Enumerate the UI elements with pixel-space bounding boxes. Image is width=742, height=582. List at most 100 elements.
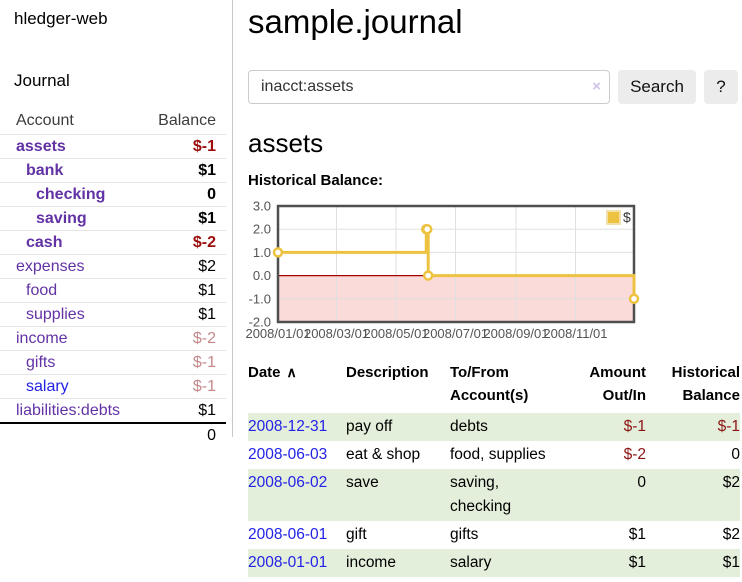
account-balance: $1 bbox=[198, 401, 216, 419]
account-balance: $-2 bbox=[192, 329, 216, 347]
transaction-date-link[interactable]: 2008-06-02 bbox=[248, 474, 328, 491]
main-content: sample.journal × Search ? assets Histori… bbox=[245, 0, 740, 577]
account-row: gifts $-1 bbox=[0, 350, 226, 374]
account-row: assets $-1 bbox=[0, 134, 226, 158]
account-balance: $-2 bbox=[192, 233, 216, 251]
search-input[interactable] bbox=[248, 70, 610, 104]
account-link-supplies[interactable]: supplies bbox=[26, 305, 85, 323]
transaction-balance: 0 bbox=[731, 446, 740, 463]
account-link-liabilities-debts[interactable]: liabilities:debts bbox=[16, 401, 121, 419]
transaction-accounts: saving, checking bbox=[450, 469, 578, 521]
transaction-date-link[interactable]: 2008-12-31 bbox=[248, 418, 328, 435]
transaction-row: 2008-06-01 gift gifts $1 $2 bbox=[248, 521, 740, 549]
transaction-accounts: debts bbox=[450, 413, 578, 441]
transaction-date-link[interactable]: 2008-01-01 bbox=[248, 554, 328, 571]
accounts-table-header: Account Balance bbox=[0, 108, 226, 134]
data-point[interactable] bbox=[422, 270, 434, 281]
x-tick-label: 2008/07/01 bbox=[423, 326, 488, 341]
transaction-description: gift bbox=[346, 526, 367, 543]
account-column-header: Account bbox=[16, 112, 74, 129]
register-header-historical: Historical Balance bbox=[671, 364, 740, 404]
sidebar: hledger-web Journal Account Balance asse… bbox=[0, 0, 233, 444]
account-link-salary[interactable]: salary bbox=[26, 377, 69, 395]
account-heading: assets bbox=[248, 128, 324, 158]
plot-border bbox=[276, 204, 636, 324]
sort-ascending-icon: ∧ bbox=[286, 364, 297, 380]
account-row: expenses $2 bbox=[0, 254, 226, 278]
legend-swatch bbox=[606, 210, 621, 225]
x-tick-label: 2008/09/01 bbox=[483, 326, 548, 341]
account-link-bank[interactable]: bank bbox=[26, 161, 64, 179]
sidebar-item-journal[interactable]: Journal bbox=[14, 71, 70, 90]
account-balance: $1 bbox=[198, 209, 216, 227]
y-tick-label: 0.0 bbox=[253, 268, 271, 283]
register-header-description: Description bbox=[346, 364, 429, 381]
transaction-accounts: food, supplies bbox=[450, 446, 546, 463]
transaction-description: save bbox=[346, 469, 450, 521]
account-row: checking 0 bbox=[0, 182, 226, 206]
page-title: sample.journal bbox=[248, 3, 463, 40]
transaction-amount: $1 bbox=[578, 549, 646, 577]
register-table: Date ∧ Description To/From Account(s) Amount O… bbox=[248, 361, 740, 577]
transaction-date-link[interactable]: 2008-06-01 bbox=[248, 526, 328, 543]
register-header-tofrom: To/From Account(s) bbox=[450, 364, 529, 404]
account-balance: $1 bbox=[198, 161, 216, 179]
transaction-amount: 0 bbox=[578, 469, 646, 521]
transaction-balance: $2 bbox=[646, 469, 740, 521]
search-form: × Search ? bbox=[248, 70, 740, 104]
transaction-balance: $1 bbox=[646, 549, 740, 577]
transaction-amount: $1 bbox=[628, 526, 646, 543]
search-button[interactable]: Search bbox=[618, 70, 696, 104]
data-point[interactable] bbox=[421, 223, 433, 235]
register-header-amount: Amount Out/In bbox=[589, 364, 646, 404]
transaction-description: pay off bbox=[346, 413, 450, 441]
data-point[interactable] bbox=[628, 293, 640, 305]
transaction-accounts: salary bbox=[450, 549, 578, 577]
account-row: bank $1 bbox=[0, 158, 226, 182]
transaction-row: 2008-06-03 eat & shop food, supplies $-2 0 bbox=[248, 441, 740, 469]
accounts-rows: assets $-1 bank $1 checking 0 saving $1 cash $-2 e… bbox=[0, 134, 226, 422]
transaction-accounts: gifts bbox=[450, 526, 479, 543]
transaction-date-link[interactable]: 2008-06-03 bbox=[248, 446, 328, 463]
account-balance: $-1 bbox=[192, 353, 216, 371]
account-row: cash $-2 bbox=[0, 230, 226, 254]
clear-search-icon[interactable]: × bbox=[592, 78, 601, 95]
account-row: supplies $1 bbox=[0, 302, 226, 326]
app-title-link[interactable]: hledger-web bbox=[14, 9, 108, 28]
account-link-assets[interactable]: assets bbox=[16, 137, 66, 155]
account-balance: $1 bbox=[198, 305, 216, 323]
account-link-saving[interactable]: saving bbox=[36, 209, 87, 227]
chart-label: Historical Balance: bbox=[248, 172, 384, 189]
account-link-income[interactable]: income bbox=[16, 329, 68, 347]
help-button[interactable]: ? bbox=[704, 70, 738, 104]
account-row: food $1 bbox=[0, 278, 226, 302]
y-tick-label: 3.0 bbox=[253, 199, 271, 214]
y-tick-label: -1.0 bbox=[249, 291, 271, 306]
transaction-row: 2008-06-02 save saving, checking 0 $2 bbox=[248, 469, 740, 521]
x-tick-label: 2008/11/01 bbox=[543, 326, 607, 341]
account-link-cash[interactable]: cash bbox=[26, 233, 63, 251]
accounts-table: Account Balance assets $-1 bank $1 checking 0… bbox=[0, 108, 226, 447]
account-row: liabilities:debts $1 bbox=[0, 398, 226, 422]
account-link-food[interactable]: food bbox=[26, 281, 58, 299]
account-balance: 0 bbox=[207, 185, 216, 203]
transaction-balance: $2 bbox=[722, 526, 740, 543]
y-tick-label: -2.0 bbox=[249, 315, 271, 330]
transaction-description: eat & shop bbox=[346, 446, 421, 463]
account-link-expenses[interactable]: expenses bbox=[16, 257, 85, 275]
register-header-date[interactable]: Date ∧ bbox=[248, 364, 297, 381]
account-row: salary $-1 bbox=[0, 374, 226, 398]
account-link-gifts[interactable]: gifts bbox=[26, 353, 56, 371]
transaction-amount: $-1 bbox=[578, 413, 646, 441]
y-tick-label: 1.0 bbox=[253, 245, 271, 260]
x-tick-label: 2008/05/01 bbox=[363, 326, 428, 341]
transaction-balance: $-1 bbox=[646, 413, 740, 441]
data-point[interactable] bbox=[272, 247, 284, 258]
accounts-total-row: 0 bbox=[0, 422, 226, 447]
account-row: income $-2 bbox=[0, 326, 226, 350]
transaction-row: 2008-01-01 income salary $1 $1 bbox=[248, 549, 740, 577]
x-tick-label: 2008/03/01 bbox=[304, 326, 369, 341]
account-link-checking[interactable]: checking bbox=[36, 185, 106, 203]
historical-balance-chart[interactable]: $3.0 2.0 1.0 0.0 -1.0 -2.0 2008/01/01 2008/03/0… bbox=[245, 199, 740, 347]
